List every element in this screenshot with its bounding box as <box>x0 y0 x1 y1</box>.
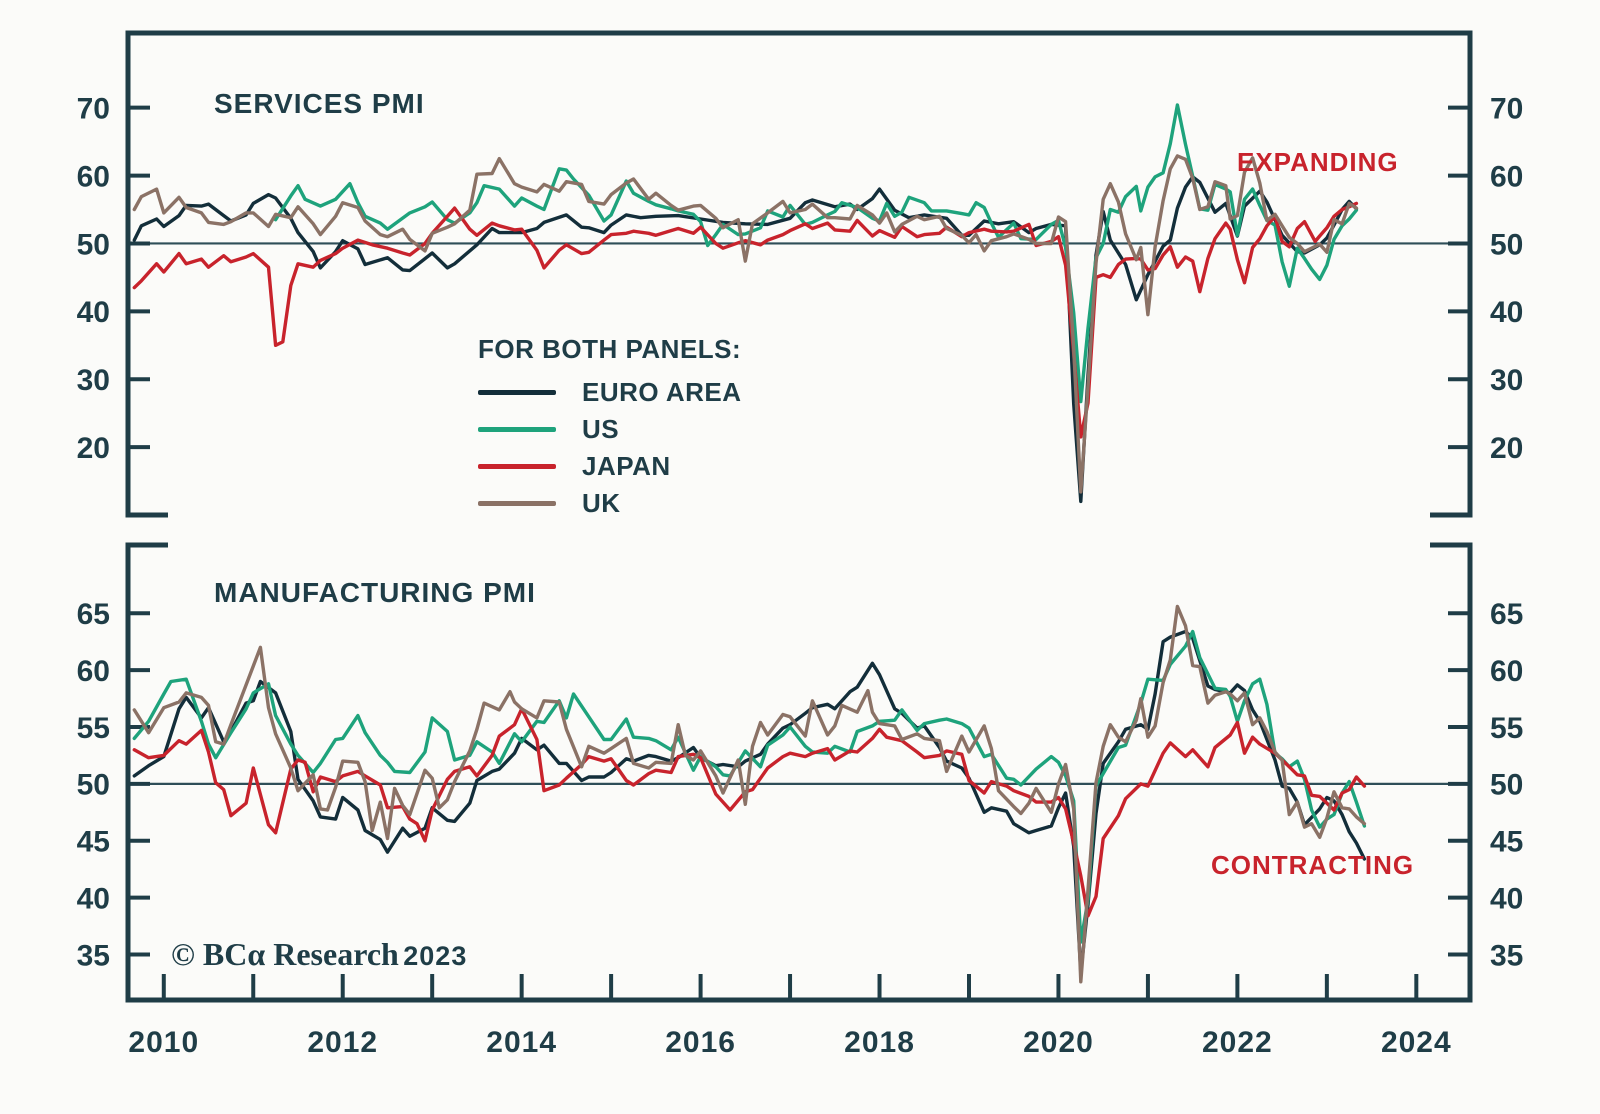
x-tick-label-2024: 2024 <box>1381 1026 1452 1059</box>
y-tick-label-right-70: 70 <box>1490 92 1523 125</box>
y-tick-label-left-35: 35 <box>77 939 110 972</box>
y-tick-label-right-20: 20 <box>1490 432 1523 465</box>
y-tick-label-right-55: 55 <box>1490 712 1523 745</box>
y-tick-label-left-40: 40 <box>77 882 110 915</box>
y-tick-label-right-40: 40 <box>1490 296 1523 329</box>
y-tick-label-left-45: 45 <box>77 826 110 859</box>
expanding-annotation: EXPANDING <box>1237 147 1399 177</box>
y-tick-label-left-70: 70 <box>77 92 110 125</box>
y-tick-label-right-30: 30 <box>1490 364 1523 397</box>
legend-swatch-line <box>478 390 556 395</box>
y-tick-label-right-60: 60 <box>1490 160 1523 193</box>
legend-label: US <box>582 414 620 444</box>
manufacturing-panel: 35 35 40 40 45 45 50 50 55 55 60 60 65 65 2010 2012 2014… <box>77 542 1523 1059</box>
y-tick-label-left-50: 50 <box>77 769 110 802</box>
y-tick-label-left-60: 60 <box>77 160 110 193</box>
legend-item-japan: JAPAN <box>478 448 742 485</box>
y-tick-label-left-65: 65 <box>77 598 110 631</box>
legend-item-us: US <box>478 411 742 448</box>
contracting-annotation: CONTRACTING <box>1211 850 1415 880</box>
legend-swatch-line <box>478 427 556 432</box>
services-panel: 20 20 30 30 40 40 50 50 60 60 70 70 <box>77 30 1523 518</box>
y-tick-label-left-50: 50 <box>77 228 110 261</box>
legend-item-euro-area: EURO AREA <box>478 374 742 411</box>
bca-research-logo: © BCα Research <box>171 936 399 972</box>
legend-items: EURO AREA US JAPAN UK <box>478 374 742 522</box>
services-line-japan <box>132 201 1359 439</box>
services-line-euro-area <box>132 175 1359 504</box>
y-tick-label-left-20: 20 <box>77 432 110 465</box>
legend-label: UK <box>582 488 621 518</box>
y-tick-label-right-65: 65 <box>1490 598 1523 631</box>
y-tick-label-left-40: 40 <box>77 296 110 329</box>
x-tick-label-2016: 2016 <box>665 1026 736 1059</box>
services-line-us <box>273 103 1359 404</box>
services-line-uk <box>132 154 1359 494</box>
y-tick-label-right-60: 60 <box>1490 655 1523 688</box>
x-tick-label-2014: 2014 <box>486 1026 557 1059</box>
manufacturing-line-us <box>132 629 1367 944</box>
legend-item-uk: UK <box>478 485 742 522</box>
y-tick-label-left-30: 30 <box>77 364 110 397</box>
y-tick-label-right-35: 35 <box>1490 939 1523 972</box>
x-tick-label-2012: 2012 <box>307 1026 378 1059</box>
x-tick-label-2020: 2020 <box>1023 1026 1094 1059</box>
x-tick-label-2010: 2010 <box>128 1026 199 1059</box>
y-tick-label-right-50: 50 <box>1490 228 1523 261</box>
y-tick-label-right-40: 40 <box>1490 882 1523 915</box>
legend: FOR BOTH PANELS: EURO AREA US JAPAN UK <box>478 334 742 522</box>
copyright-year: 2023 <box>403 941 468 971</box>
manufacturing-line-uk <box>132 604 1367 984</box>
legend-swatch-line <box>478 501 556 506</box>
legend-title: FOR BOTH PANELS: <box>478 334 742 364</box>
x-tick-label-2018: 2018 <box>844 1026 915 1059</box>
legend-swatch-line <box>478 464 556 469</box>
services-panel-title: SERVICES PMI <box>214 88 425 119</box>
legend-label: JAPAN <box>582 451 671 481</box>
y-tick-label-right-45: 45 <box>1490 826 1523 859</box>
y-tick-label-right-50: 50 <box>1490 769 1523 802</box>
manufacturing-panel-title: MANUFACTURING PMI <box>214 577 536 608</box>
y-tick-label-left-55: 55 <box>77 712 110 745</box>
copyright: © BCα Research 2023 <box>171 936 467 973</box>
legend-label: EURO AREA <box>582 377 742 407</box>
y-tick-label-left-60: 60 <box>77 655 110 688</box>
x-tick-label-2022: 2022 <box>1202 1026 1273 1059</box>
